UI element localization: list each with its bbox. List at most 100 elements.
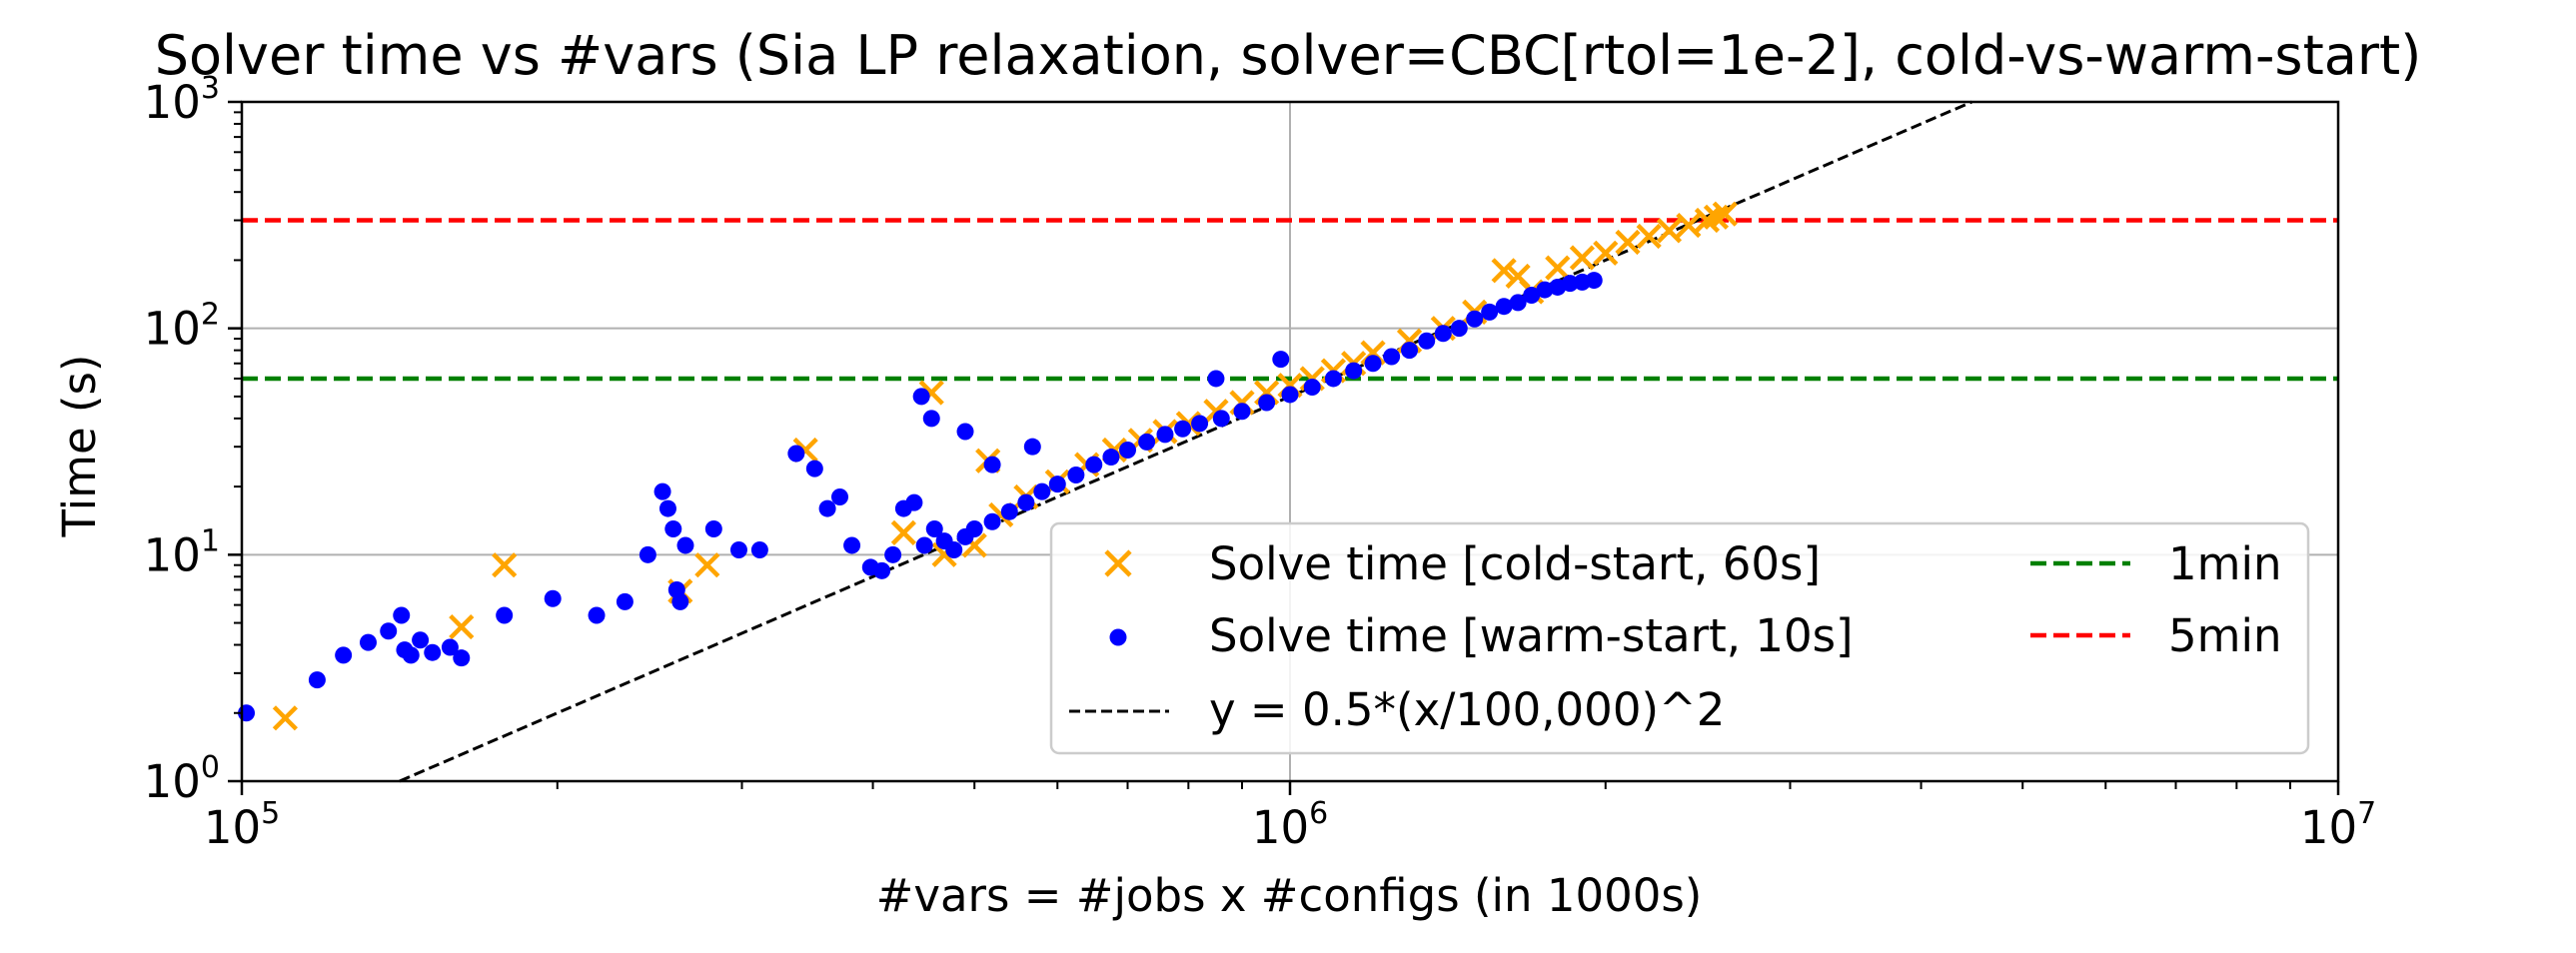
data-point-warm	[1324, 370, 1342, 388]
data-point-warm	[915, 536, 933, 554]
data-point-warm	[380, 622, 398, 640]
data-point-warm	[441, 638, 459, 656]
legend-marker-warm	[1109, 628, 1127, 646]
data-point-warm	[1418, 332, 1436, 350]
data-point-warm	[729, 541, 747, 559]
data-point-warm	[412, 631, 430, 649]
data-point-warm	[1450, 320, 1468, 338]
data-point-warm	[905, 493, 923, 511]
legend-label-cold: Solve time [cold-start, 60s]	[1209, 537, 1821, 590]
data-point-warm	[671, 592, 689, 610]
data-point-warm	[639, 545, 656, 563]
data-point-warm	[922, 410, 940, 428]
data-point-warm	[1509, 294, 1527, 312]
chart-title: Solver time vs #vars (Sia LP relaxation,…	[155, 24, 2422, 87]
data-point-warm	[983, 456, 1001, 474]
data-point-warm	[658, 499, 676, 517]
legend-label-1min: 1min	[2168, 537, 2282, 590]
legend: Solve time [cold-start, 60s] Solve time …	[1049, 521, 2310, 755]
data-point-cold	[272, 705, 299, 731]
data-point-cold	[694, 552, 720, 578]
data-point-warm	[1585, 272, 1603, 290]
legend-label-fit: y = 0.5*(x/100,000)^2	[1209, 683, 1725, 736]
data-point-warm	[453, 649, 471, 667]
data-point-warm	[1364, 355, 1382, 373]
data-point-warm	[393, 606, 411, 624]
data-point-cold	[1569, 245, 1596, 271]
data-point-warm	[912, 388, 930, 406]
data-point-warm	[956, 423, 974, 441]
data-point-warm	[750, 541, 768, 559]
y-tick-label: 103	[144, 71, 220, 129]
data-point-warm	[1156, 426, 1174, 444]
data-point-warm	[1272, 351, 1290, 369]
data-point-warm	[1401, 342, 1419, 360]
data-point-warm	[1102, 449, 1120, 467]
data-point-warm	[544, 589, 562, 607]
data-point-warm	[1033, 482, 1051, 500]
data-point-warm	[308, 671, 326, 689]
data-point-warm	[704, 520, 722, 538]
x-tick-label: 105	[204, 796, 280, 854]
data-point-warm	[1345, 362, 1363, 380]
data-point-warm	[1207, 370, 1225, 388]
data-point-warm	[1536, 281, 1554, 299]
data-point-warm	[1048, 476, 1066, 493]
data-point-cold	[1615, 229, 1641, 256]
data-point-warm	[1258, 394, 1276, 412]
warm-start-points	[238, 272, 1603, 722]
data-point-warm	[1174, 420, 1192, 438]
data-point-warm	[787, 445, 805, 463]
data-point-warm	[1383, 348, 1401, 366]
data-point-warm	[925, 520, 943, 538]
legend-label-5min: 5min	[2168, 609, 2282, 662]
data-point-warm	[1212, 410, 1230, 428]
legend-marker-cold	[1104, 549, 1132, 577]
data-point-warm	[359, 633, 377, 651]
data-point-warm	[676, 536, 694, 554]
data-point-cold	[1593, 240, 1619, 266]
data-point-warm	[424, 643, 442, 661]
data-point-warm	[1138, 433, 1156, 451]
x-tick-label: 107	[2300, 796, 2376, 854]
data-point-warm	[1523, 287, 1541, 305]
data-point-warm	[1281, 386, 1299, 404]
data-point-cold	[1491, 258, 1517, 284]
data-point-warm	[653, 482, 671, 500]
data-point-cold	[1676, 212, 1702, 239]
data-point-warm	[945, 541, 963, 559]
data-point-warm	[805, 460, 823, 477]
data-point-cold	[1712, 201, 1738, 227]
data-point-warm	[1023, 438, 1041, 456]
data-point-cold	[449, 613, 475, 640]
data-point-cold	[492, 552, 518, 578]
data-point-warm	[616, 592, 634, 610]
data-point-cold	[1656, 218, 1683, 244]
data-point-warm	[1000, 502, 1018, 520]
data-point-warm	[664, 520, 682, 538]
data-point-cold	[890, 519, 916, 545]
legend-box	[1049, 521, 2310, 755]
data-point-warm	[588, 606, 606, 624]
data-point-warm	[1495, 298, 1513, 316]
data-point-warm	[1233, 403, 1251, 421]
data-point-warm	[402, 646, 420, 664]
y-axis-label: Time (s)	[53, 355, 106, 538]
y-tick-label: 101	[144, 523, 220, 581]
data-point-warm	[335, 646, 353, 664]
data-point-warm	[1119, 442, 1137, 460]
data-point-warm	[1434, 325, 1452, 343]
data-point-warm	[884, 545, 902, 563]
data-point-warm	[496, 606, 514, 624]
data-point-warm	[843, 536, 861, 554]
data-point-warm	[1191, 415, 1209, 433]
data-point-warm	[965, 520, 983, 538]
x-axis-label: #vars = #jobs x #configs (in 1000s)	[876, 869, 1703, 922]
data-point-cold	[1636, 223, 1662, 250]
data-point-warm	[1085, 456, 1103, 474]
x-tick-label: 106	[1252, 796, 1328, 854]
y-tick-label: 100	[144, 750, 220, 808]
data-point-warm	[1067, 467, 1085, 484]
data-point-warm	[1017, 493, 1035, 511]
